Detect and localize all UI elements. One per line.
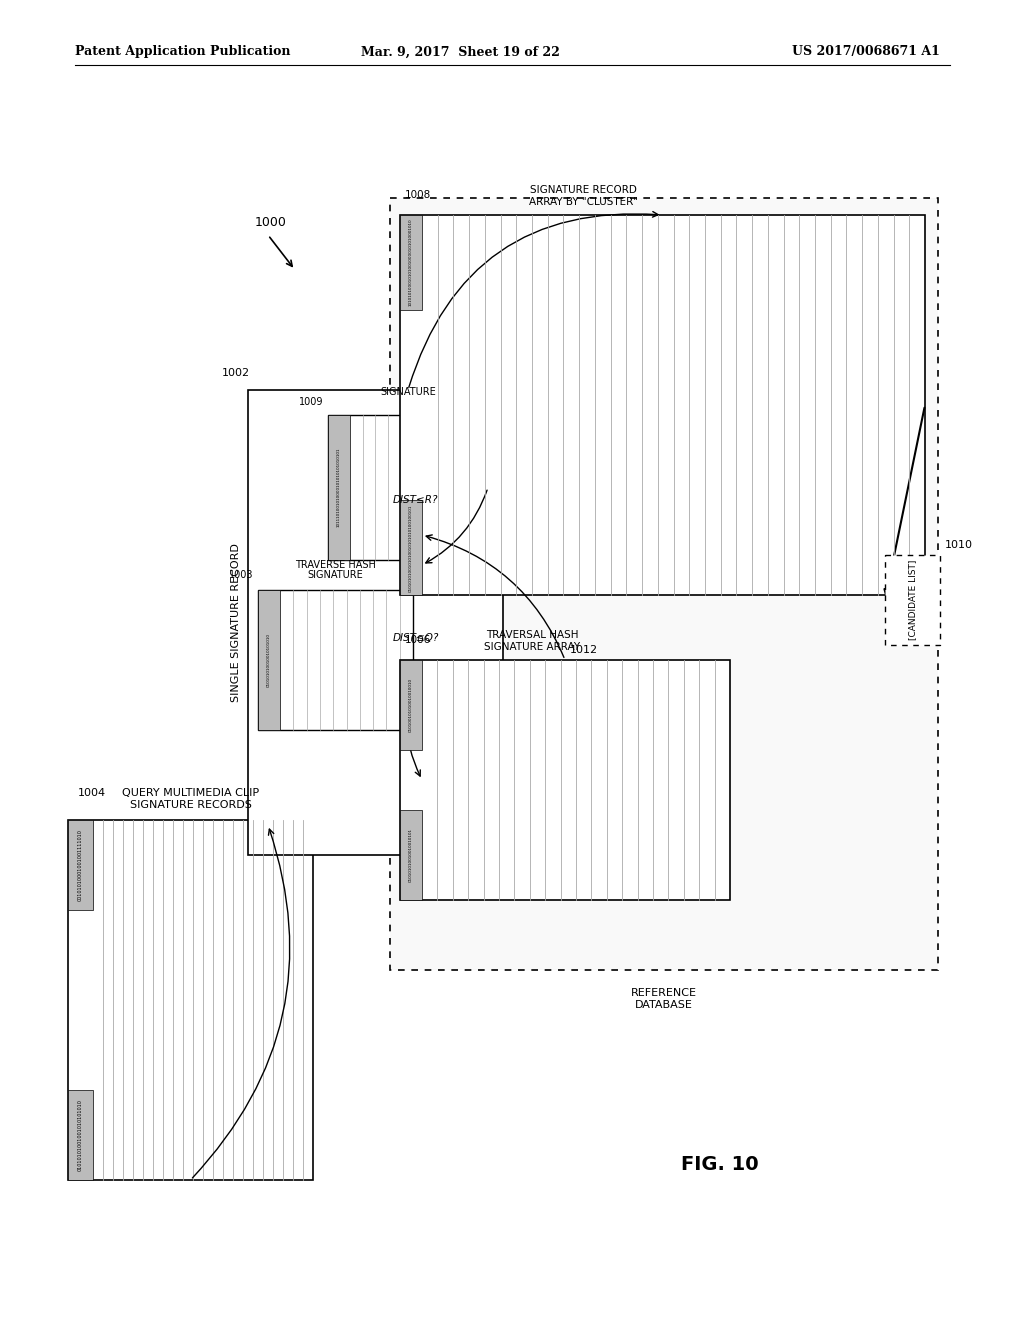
Text: 0101010100101010010101010100100101: 0101010100101010010101010100100101 — [409, 504, 413, 591]
Text: 00101010001001001111010: 00101010001001001111010 — [78, 829, 83, 902]
Text: SIGNATURE: SIGNATURE — [307, 570, 364, 579]
Text: REFERENCE: REFERENCE — [631, 987, 697, 998]
Text: SIGNATURE ARRAY: SIGNATURE ARRAY — [484, 642, 580, 652]
Text: 01010101001001010101010: 01010101001001010101010 — [78, 1100, 83, 1171]
Text: SIGNATURE RECORDS: SIGNATURE RECORDS — [130, 800, 252, 810]
Text: Patent Application Publication: Patent Application Publication — [75, 45, 291, 58]
Text: 1003: 1003 — [228, 570, 253, 579]
Bar — [68, 1090, 93, 1180]
Bar — [400, 810, 422, 900]
Text: 1011101001010000101010101010101: 1011101001010000101010101010101 — [337, 447, 341, 527]
Text: SIGNATURE RECORD: SIGNATURE RECORD — [530, 185, 637, 195]
Bar — [400, 500, 422, 595]
Text: 1006: 1006 — [406, 635, 431, 645]
Text: TRAVERSE HASH: TRAVERSE HASH — [295, 560, 376, 570]
Bar — [328, 414, 350, 560]
Bar — [258, 590, 413, 730]
Text: 010101010010010010101: 010101010010010010101 — [409, 828, 413, 882]
Bar — [68, 820, 313, 1180]
Bar — [248, 389, 503, 855]
Bar — [400, 215, 422, 310]
Bar — [400, 215, 925, 595]
Text: ARRAY BY "CLUSTER": ARRAY BY "CLUSTER" — [529, 197, 638, 207]
Text: 1010101000101010010000101010001010: 1010101000101010010000101010001010 — [409, 218, 413, 306]
Bar — [68, 820, 93, 909]
Text: 010101010010010101010: 010101010010010101010 — [267, 634, 271, 686]
Bar — [328, 414, 488, 560]
Text: 010100101010010010010: 010100101010010010010 — [409, 678, 413, 733]
Text: 1008: 1008 — [406, 190, 431, 201]
Text: [CANDIDATE LIST]: [CANDIDATE LIST] — [908, 560, 918, 640]
Bar — [258, 590, 280, 730]
Bar — [885, 554, 940, 645]
Bar — [400, 660, 422, 750]
Text: TRAVERSAL HASH: TRAVERSAL HASH — [485, 630, 579, 640]
Text: 1004: 1004 — [78, 788, 106, 799]
Text: US 2017/0068671 A1: US 2017/0068671 A1 — [793, 45, 940, 58]
Text: Mar. 9, 2017  Sheet 19 of 22: Mar. 9, 2017 Sheet 19 of 22 — [360, 45, 559, 58]
Text: 1002: 1002 — [222, 368, 250, 378]
Text: 1012: 1012 — [570, 645, 598, 655]
Text: 1000: 1000 — [255, 215, 287, 228]
Text: SIGNATURE: SIGNATURE — [380, 387, 436, 397]
Bar — [400, 660, 730, 900]
Text: DATABASE: DATABASE — [635, 1001, 693, 1010]
Text: 1009: 1009 — [299, 397, 323, 407]
Text: SINGLE SIGNATURE RECORD: SINGLE SIGNATURE RECORD — [231, 543, 241, 702]
Text: 1010: 1010 — [945, 540, 973, 550]
Text: DIST≤Q?: DIST≤Q? — [393, 634, 439, 643]
Text: DIST≤R?: DIST≤R? — [393, 495, 438, 506]
Text: FIG. 10: FIG. 10 — [681, 1155, 759, 1175]
Bar — [390, 198, 938, 970]
Text: QUERY MULTIMEDIA CLIP: QUERY MULTIMEDIA CLIP — [122, 788, 259, 799]
